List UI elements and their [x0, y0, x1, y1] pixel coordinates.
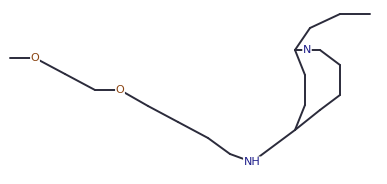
Text: O: O	[116, 85, 124, 95]
Text: O: O	[31, 53, 39, 63]
Text: N: N	[303, 45, 311, 55]
Text: NH: NH	[244, 157, 260, 167]
